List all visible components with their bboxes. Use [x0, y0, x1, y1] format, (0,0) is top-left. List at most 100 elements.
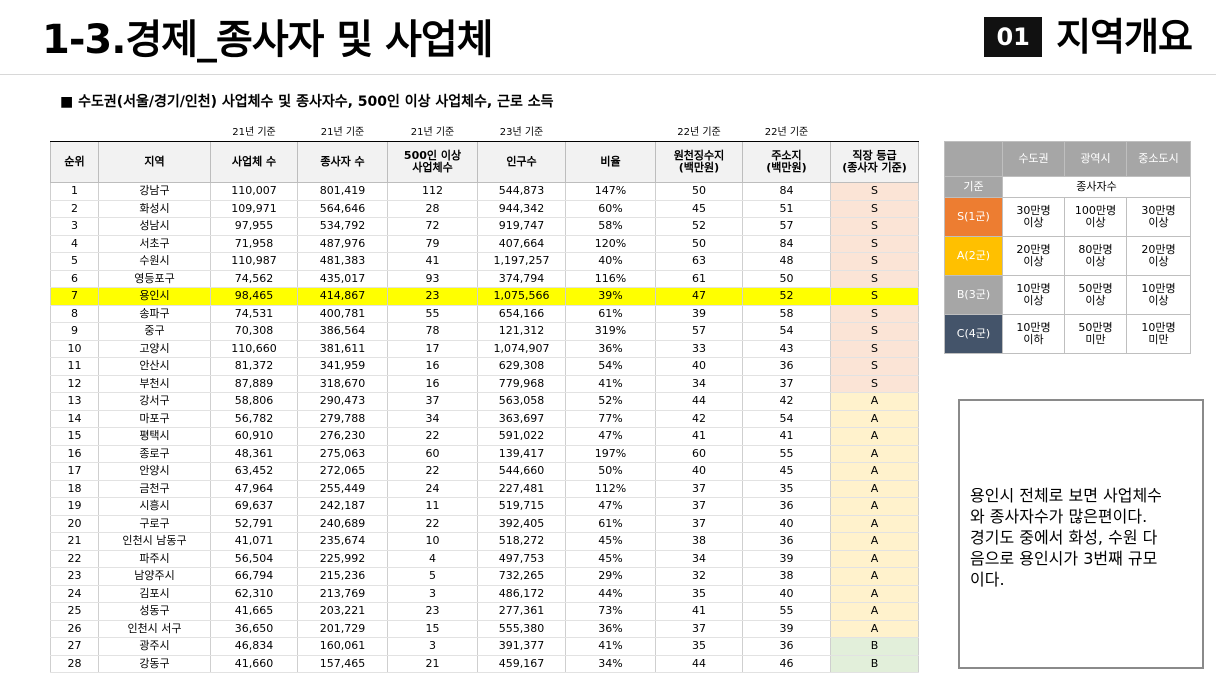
table-cell: 203,221: [297, 602, 388, 621]
basis-label: 23년 기준: [477, 125, 566, 142]
table-cell: 41%: [565, 637, 656, 656]
table-cell: 391,377: [477, 637, 566, 656]
grade-cell: A: [830, 462, 919, 481]
basis-label: [50, 125, 99, 142]
table-cell: 139,417: [477, 445, 566, 463]
table-cell: 5: [50, 252, 99, 271]
table-cell: 고양시: [98, 340, 211, 358]
column-header: 비율: [565, 141, 656, 183]
table-cell: 42: [742, 392, 831, 411]
table-row: 22 파주시 56,504 225,992 4 497,753 45% 34 39 A: [50, 550, 919, 568]
table-cell: 363,697: [477, 410, 566, 428]
table-row: 7 용인시 98,465 414,867 23 1,075,566 39% 47 52 S: [50, 287, 919, 306]
table-cell: 112: [387, 182, 478, 201]
table-cell: 39%: [565, 287, 656, 306]
table-cell: 41,665: [210, 602, 298, 621]
table-cell: 201,729: [297, 620, 388, 638]
table-cell: 3: [50, 217, 99, 236]
grade-cell: S: [830, 200, 919, 218]
grade-cell: A: [830, 620, 919, 638]
table-cell: 629,308: [477, 357, 566, 376]
basis-label: 22년 기준: [655, 125, 743, 142]
table-cell: 213,769: [297, 585, 388, 603]
table-row: 19 시흥시 69,637 242,187 11 519,715 47% 37 36 A: [50, 497, 919, 516]
table-cell: 407,664: [477, 235, 566, 253]
grade-cell: A: [830, 410, 919, 428]
legend-grade-value: 10만명 이상: [1126, 275, 1191, 315]
table-cell: 23: [387, 287, 478, 306]
table-cell: 341,959: [297, 357, 388, 376]
grade-cell: S: [830, 357, 919, 376]
table-row: 1 강남구 110,007 801,419 112 544,873 147% 50 84 S: [50, 182, 919, 201]
table-cell: 47%: [565, 427, 656, 446]
table-cell: 평택시: [98, 427, 211, 446]
table-cell: 22: [387, 427, 478, 446]
table-cell: 276,230: [297, 427, 388, 446]
table-cell: 32: [655, 567, 743, 586]
table-cell: 영등포구: [98, 270, 211, 288]
table-cell: 50: [655, 235, 743, 253]
legend-grade-value: 80만명 이상: [1064, 236, 1127, 276]
table-cell: 36: [742, 497, 831, 516]
table-cell: 김포시: [98, 585, 211, 603]
table-cell: 17: [50, 462, 99, 481]
table-cell: 20: [50, 515, 99, 533]
table-cell: 37: [655, 515, 743, 533]
table-cell: 종로구: [98, 445, 211, 463]
table-cell: 732,265: [477, 567, 566, 586]
table-cell: 110,007: [210, 182, 298, 201]
table-cell: 38: [742, 567, 831, 586]
table-cell: 116%: [565, 270, 656, 288]
table-row: 15 평택시 60,910 276,230 22 591,022 47% 41 41 A: [50, 427, 919, 446]
table-cell: 40: [655, 357, 743, 376]
table-cell: 81,372: [210, 357, 298, 376]
table-cell: 564,646: [297, 200, 388, 218]
grade-cell: A: [830, 532, 919, 551]
table-cell: 277,361: [477, 602, 566, 621]
grade-cell: S: [830, 270, 919, 288]
table-cell: 50: [742, 270, 831, 288]
table-cell: 57: [655, 322, 743, 341]
table-cell: 242,187: [297, 497, 388, 516]
grade-cell: S: [830, 182, 919, 201]
table-cell: 29%: [565, 567, 656, 586]
table-cell: 36,650: [210, 620, 298, 638]
legend-basis-value: 종사자수: [1002, 176, 1191, 198]
table-cell: 송파구: [98, 305, 211, 323]
table-cell: 58,806: [210, 392, 298, 411]
table-cell: 47: [655, 287, 743, 306]
table-cell: 3: [387, 585, 478, 603]
table-cell: 235,674: [297, 532, 388, 551]
table-cell: 12: [50, 375, 99, 393]
table-cell: 36%: [565, 620, 656, 638]
table-cell: 110,987: [210, 252, 298, 271]
table-cell: 52: [655, 217, 743, 236]
grade-legend-table: 수도권 광역시 중소도시 기준 종사자수 S(1군) 30만명 이상 100만명 이상 30만명…: [944, 141, 1191, 354]
grade-cell: S: [830, 252, 919, 271]
table-cell: 44: [655, 655, 743, 673]
table-cell: 43: [742, 340, 831, 358]
grade-cell: S: [830, 217, 919, 236]
table-cell: 39: [655, 305, 743, 323]
table-cell: 392,405: [477, 515, 566, 533]
table-row: 23 남양주시 66,794 215,236 5 732,265 29% 32 38 A: [50, 567, 919, 586]
legend-grade-label: S(1군): [944, 197, 1003, 237]
table-cell: 60: [655, 445, 743, 463]
table-cell: 21: [50, 532, 99, 551]
basis-label: 21년 기준: [210, 125, 298, 142]
legend-grade-label: A(2군): [944, 236, 1003, 276]
grade-cell: S: [830, 322, 919, 341]
table-cell: 26: [50, 620, 99, 638]
table-cell: 남양주시: [98, 567, 211, 586]
table-cell: 93: [387, 270, 478, 288]
table-cell: 60%: [565, 200, 656, 218]
table-cell: 109,971: [210, 200, 298, 218]
table-cell: 37: [655, 497, 743, 516]
legend-grade-row: C(4군) 10만명 이하 50만명 미만 10만명 미만: [944, 314, 1191, 354]
table-cell: 518,272: [477, 532, 566, 551]
table-cell: 70,308: [210, 322, 298, 341]
table-cell: 41%: [565, 375, 656, 393]
note-box: 용인시 전체로 보면 사업체수 와 종사자수가 많은편이다. 경기도 중에서 화…: [958, 399, 1204, 669]
table-cell: 16: [387, 357, 478, 376]
table-cell: 1,074,907: [477, 340, 566, 358]
